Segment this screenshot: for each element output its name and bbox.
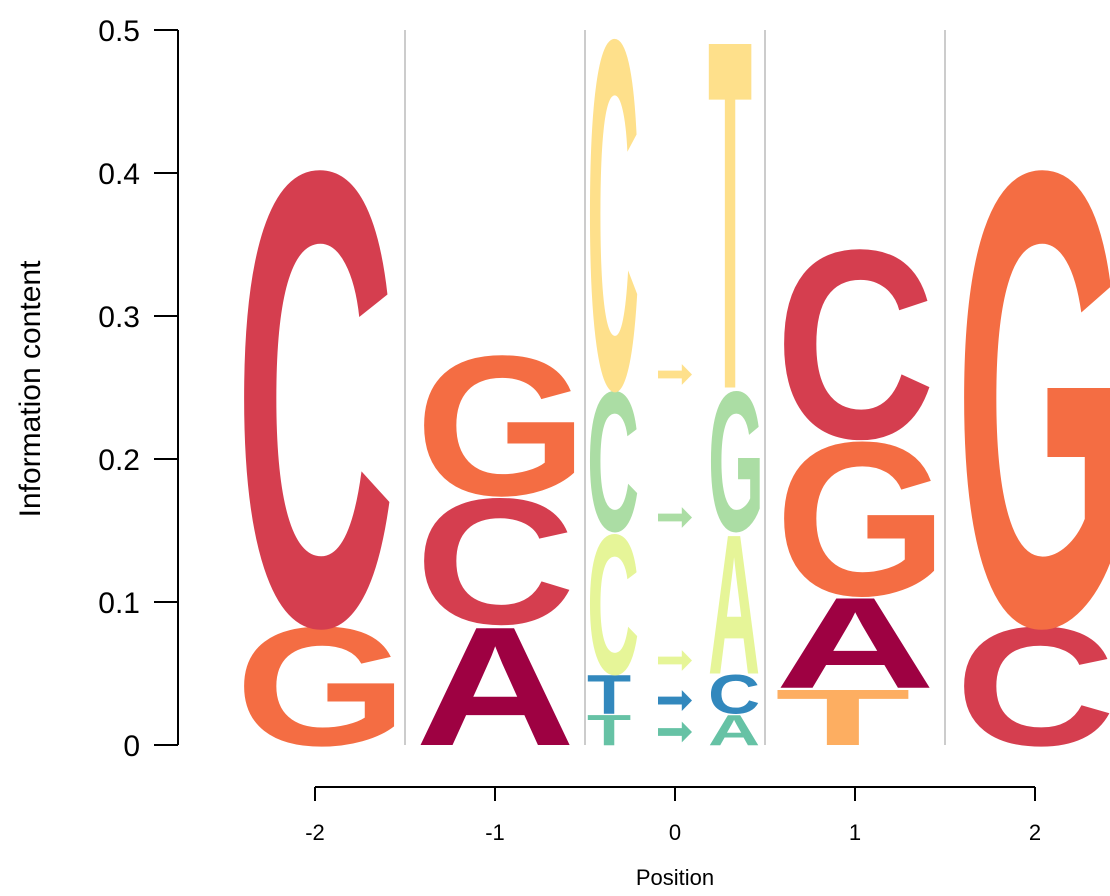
logo-letter-C-text: C	[415, 461, 575, 662]
y-tick-label: 0.3	[98, 301, 140, 334]
mutation-arrow	[658, 650, 692, 671]
logo-letter-G: G	[415, 314, 588, 537]
logo-glyphs: GCACGTATCCACGCTTAGCCG	[235, 0, 1110, 781]
y-tick-label: 0	[123, 730, 140, 763]
y-axis: 0 0.1 0.2 0.3 0.4 0.5	[98, 15, 179, 763]
mutation-from-C: C	[587, 493, 639, 716]
x-tick-label: -2	[305, 820, 325, 845]
x-axis-title: Position	[636, 865, 714, 890]
column-separators	[404, 30, 946, 745]
logo-letter-G: G	[775, 396, 948, 642]
x-tick-label: 2	[1029, 820, 1041, 845]
x-tick-label: -1	[485, 820, 505, 845]
mutation-to-C: C	[708, 663, 760, 725]
logo-letter-G-text: G	[235, 591, 408, 781]
logo-letter-T: T	[775, 673, 911, 762]
logo-letter-C-text: C	[955, 591, 1110, 781]
mutation-to-A-text: A	[708, 493, 760, 716]
logo-letter-A: A	[415, 591, 575, 781]
mutation-from-T-text: T	[587, 663, 631, 725]
mutation-arrow	[658, 690, 692, 711]
mutation-to-A: A	[708, 493, 760, 716]
logo-letter-C: C	[775, 194, 935, 495]
logo-letter-G-text: G	[775, 396, 948, 642]
mutation-from-T-text: T	[587, 705, 631, 754]
mutation-from-C-text: C	[587, 0, 639, 494]
mutation-to-G-text: G	[708, 350, 764, 573]
x-tick-label: 0	[669, 820, 681, 845]
logo-letter-A-text: A	[775, 570, 935, 716]
logo-letter-T-text: T	[775, 673, 911, 762]
x-axis: -2 -1 0 1 2	[305, 786, 1041, 845]
logo-letter-C-text: C	[235, 36, 395, 761]
logo-letter-G: G	[235, 591, 408, 781]
mutation-to-A-text: A	[708, 705, 760, 754]
mutation-arrow	[658, 364, 692, 385]
y-tick-label: 0.5	[98, 15, 140, 48]
logo-letter-C: C	[955, 591, 1110, 781]
mutation-from-T: T	[587, 663, 631, 725]
y-axis-title: Information content	[14, 260, 47, 517]
logo-letter-C: C	[415, 461, 575, 662]
logo-letter-C: C	[235, 36, 395, 761]
mutation-from-T: T	[587, 705, 631, 754]
mutation-to-C-text: C	[708, 663, 760, 725]
mutation-from-C: C	[587, 350, 639, 573]
logo-letter-G-text: G	[415, 314, 588, 537]
mutation-to-T-text: T	[708, 0, 752, 494]
y-tick-label: 0.4	[98, 158, 140, 191]
x-tick-label: 1	[849, 820, 861, 845]
y-tick-label: 0.2	[98, 444, 140, 477]
logo-letter-A: A	[775, 570, 935, 716]
logo-letter-G: G	[955, 36, 1110, 761]
mutation-arrow	[658, 721, 692, 743]
logo-letter-A-text: A	[415, 591, 575, 781]
y-tick-label: 0.1	[98, 587, 140, 620]
logo-letter-C-text: C	[775, 194, 935, 495]
mutation-to-T: T	[708, 0, 752, 494]
mutation-to-G: G	[708, 350, 764, 573]
mutation-to-A: A	[708, 705, 760, 754]
mutation-from-C-text: C	[587, 493, 639, 716]
logo-letter-G-text: G	[955, 36, 1110, 761]
mutation-arrow	[658, 507, 692, 528]
mutation-from-C-text: C	[587, 350, 639, 573]
mutation-from-C: C	[587, 0, 639, 494]
